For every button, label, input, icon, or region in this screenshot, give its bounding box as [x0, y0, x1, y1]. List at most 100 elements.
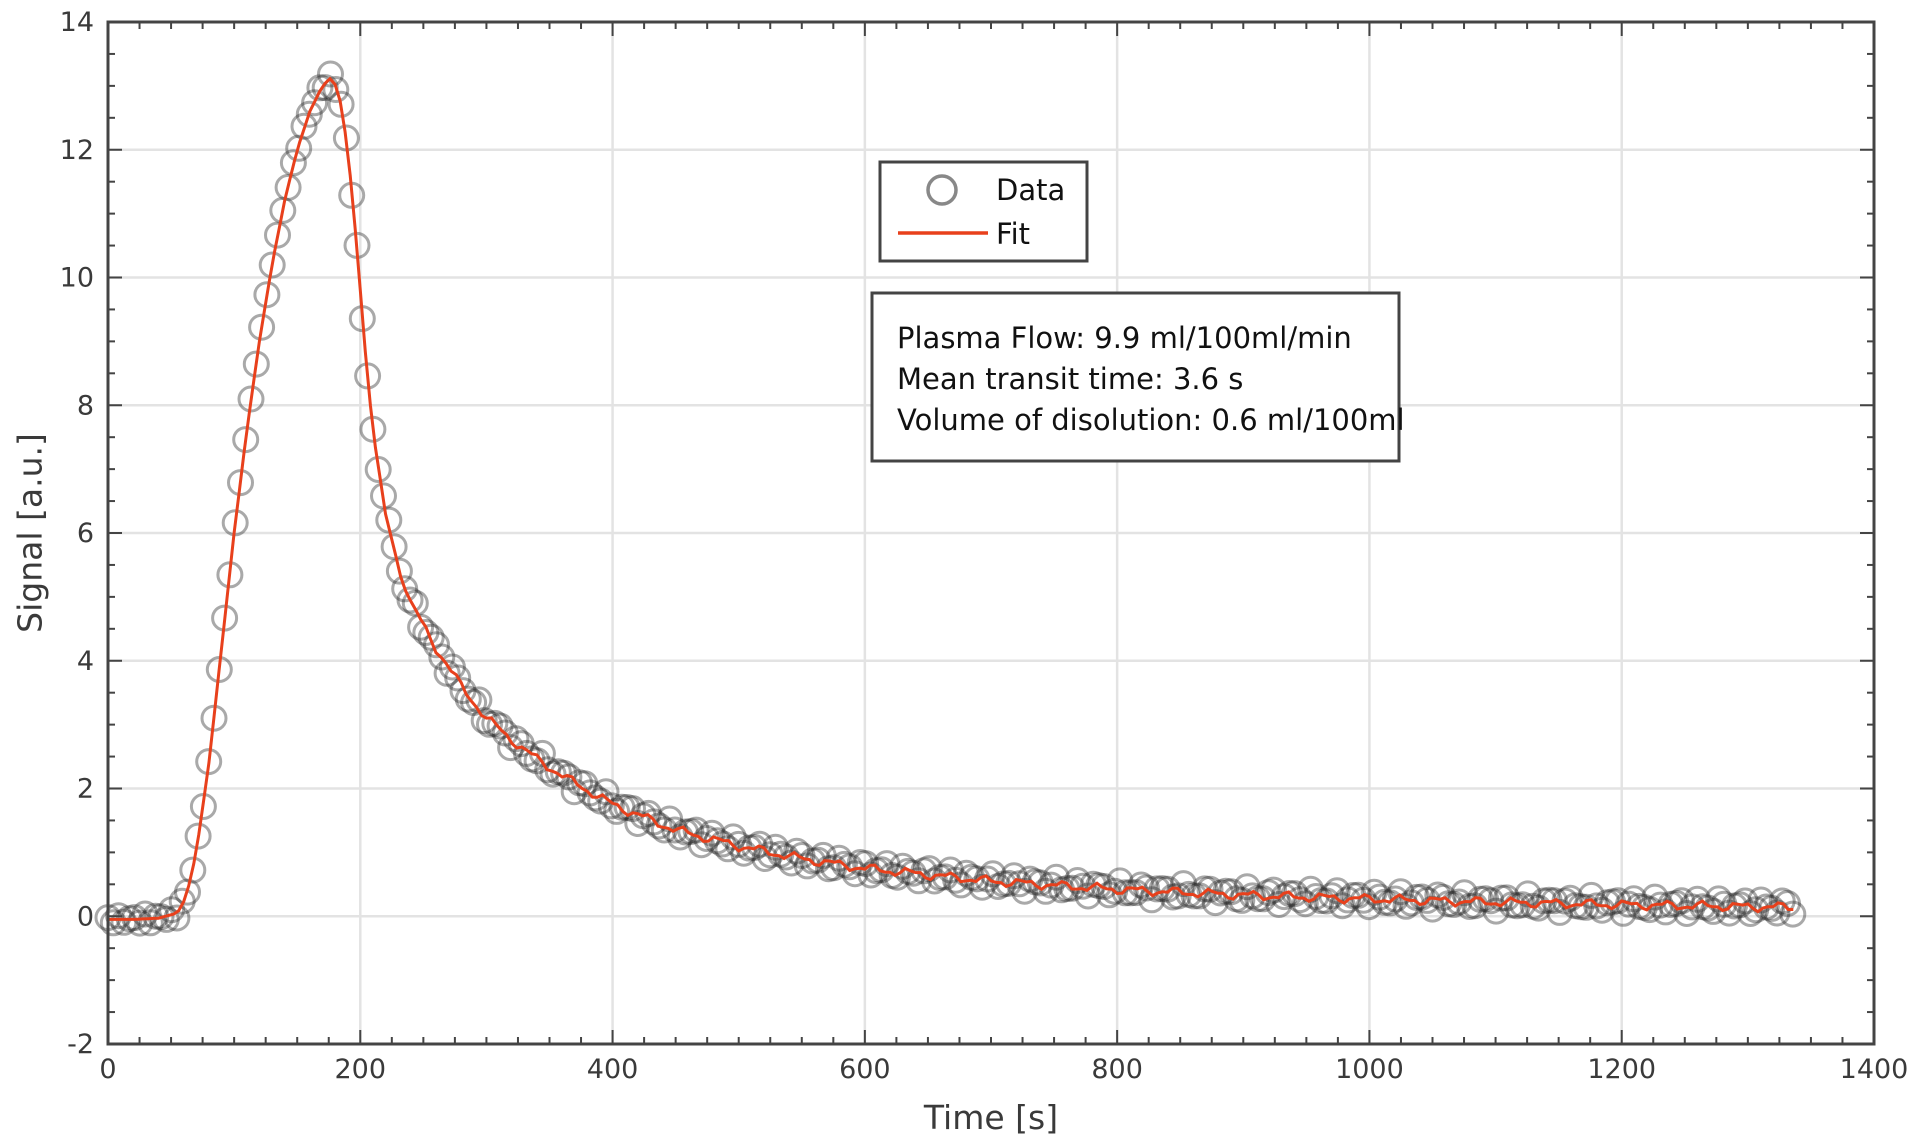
data-point	[279, 149, 307, 177]
data-point	[1466, 885, 1494, 913]
data-point	[1217, 878, 1245, 906]
data-point	[417, 623, 445, 651]
legend-box	[878, 160, 1089, 263]
data-point	[1387, 878, 1415, 906]
axis-ticks	[107, 22, 1874, 1045]
data-point	[1556, 884, 1584, 912]
data-point	[99, 909, 127, 937]
data-point	[232, 426, 260, 454]
data-point	[936, 856, 964, 884]
data-point	[131, 900, 159, 928]
data-point	[862, 857, 890, 885]
data-point	[481, 709, 509, 737]
x-tick-label: 800	[1091, 1054, 1143, 1085]
data-point	[825, 844, 853, 872]
data-point	[555, 763, 583, 791]
data-point	[1228, 886, 1256, 914]
data-point	[719, 823, 747, 851]
data-point	[656, 805, 684, 833]
parameter-annotation: Plasma Flow: 9.9 ml/100ml/min Mean trans…	[870, 291, 1405, 463]
data-point	[306, 74, 334, 102]
data-point	[454, 685, 482, 713]
data-point	[1636, 896, 1664, 924]
data-point	[1673, 900, 1701, 927]
data-point	[873, 850, 901, 878]
data-point	[163, 904, 191, 932]
fit-line	[108, 76, 1794, 921]
data-point	[1392, 892, 1420, 920]
data-point	[603, 797, 631, 825]
data-point	[608, 793, 636, 821]
data-point	[1207, 879, 1235, 907]
y-tick-label: 6	[77, 518, 94, 549]
data-point	[1032, 877, 1060, 905]
data-point	[502, 725, 530, 753]
data-point	[1742, 896, 1770, 924]
data-point	[1328, 892, 1356, 920]
data-point	[444, 664, 472, 692]
data-point	[491, 719, 519, 747]
data-point	[179, 856, 207, 884]
data-point	[1705, 885, 1733, 913]
data-point	[1752, 893, 1780, 921]
data-point	[1238, 882, 1266, 910]
data-point	[1037, 871, 1065, 899]
data-point	[777, 849, 805, 877]
data-point	[1201, 889, 1229, 917]
data-point	[730, 839, 758, 867]
data-point	[1334, 886, 1362, 914]
data-point	[1350, 886, 1378, 914]
data-point	[1604, 887, 1632, 915]
data-point	[1683, 885, 1711, 913]
data-point	[1360, 878, 1388, 906]
data-point	[449, 677, 477, 705]
data-point	[486, 712, 514, 740]
data-point	[1079, 870, 1107, 898]
data-point	[1652, 898, 1680, 926]
data-point	[1011, 877, 1039, 905]
data-point	[979, 860, 1007, 888]
data-point	[613, 794, 641, 821]
data-point	[1641, 883, 1669, 911]
data-point	[597, 792, 625, 820]
data-point	[751, 845, 779, 872]
data-point	[1196, 875, 1224, 903]
data-point	[301, 89, 329, 117]
y-tick-label: 2	[77, 774, 94, 805]
data-point	[1170, 870, 1197, 898]
data-point	[1138, 886, 1166, 914]
data-point	[1779, 900, 1807, 928]
data-point	[534, 756, 562, 784]
data-point	[258, 251, 286, 279]
data-point	[126, 909, 154, 937]
data-point	[1344, 881, 1372, 909]
y-axis-title: Signal [a.u.]	[11, 433, 50, 633]
data-point	[868, 856, 895, 884]
data-point	[1461, 892, 1489, 920]
data-point	[709, 830, 737, 858]
data-point	[1291, 890, 1319, 918]
data-point	[666, 823, 694, 851]
data-point	[1763, 899, 1791, 927]
data-point	[253, 281, 281, 309]
data-point	[677, 818, 705, 845]
data-point	[878, 862, 906, 889]
data-point	[1323, 877, 1351, 905]
data-point	[1535, 886, 1563, 914]
data-point	[1233, 873, 1261, 901]
y-tick-label: 10	[60, 263, 94, 294]
data-point	[1519, 892, 1547, 920]
data-point	[1477, 887, 1505, 915]
data-point	[274, 173, 302, 201]
data-point	[571, 770, 599, 798]
data-point	[809, 841, 837, 869]
data-point	[470, 707, 498, 735]
data-point	[640, 808, 668, 836]
data-point	[1525, 894, 1552, 922]
data-point	[1095, 881, 1123, 909]
data-point	[136, 909, 164, 937]
x-tick-label: 0	[99, 1054, 116, 1085]
x-axis-title: Time [s]	[923, 1098, 1058, 1137]
data-point	[1482, 897, 1510, 925]
data-point	[1074, 882, 1102, 910]
